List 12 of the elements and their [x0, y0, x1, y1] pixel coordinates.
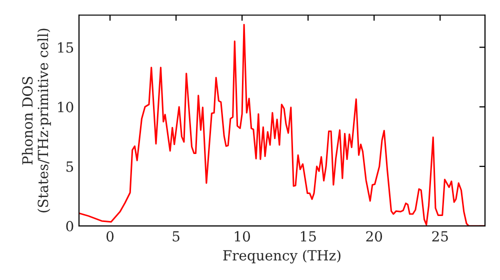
x-tick-label: 25	[432, 231, 448, 242]
y-tick-label: 5	[66, 162, 74, 172]
y-tick-label: 15	[58, 42, 74, 53]
y-axis-title: Phonon DOS (States/THz·primitive cell)	[22, 28, 51, 212]
x-tick-label: 0	[106, 231, 114, 242]
x-tick-label: 15	[300, 231, 316, 242]
x-tick-label: 10	[234, 231, 250, 242]
x-tick-label: 5	[172, 231, 180, 242]
x-axis-title: Frequency (THz)	[223, 250, 340, 264]
y-tick-label: 0	[66, 220, 74, 232]
x-tick-label: 20	[366, 231, 382, 242]
y-tick-label: 10	[58, 102, 74, 112]
